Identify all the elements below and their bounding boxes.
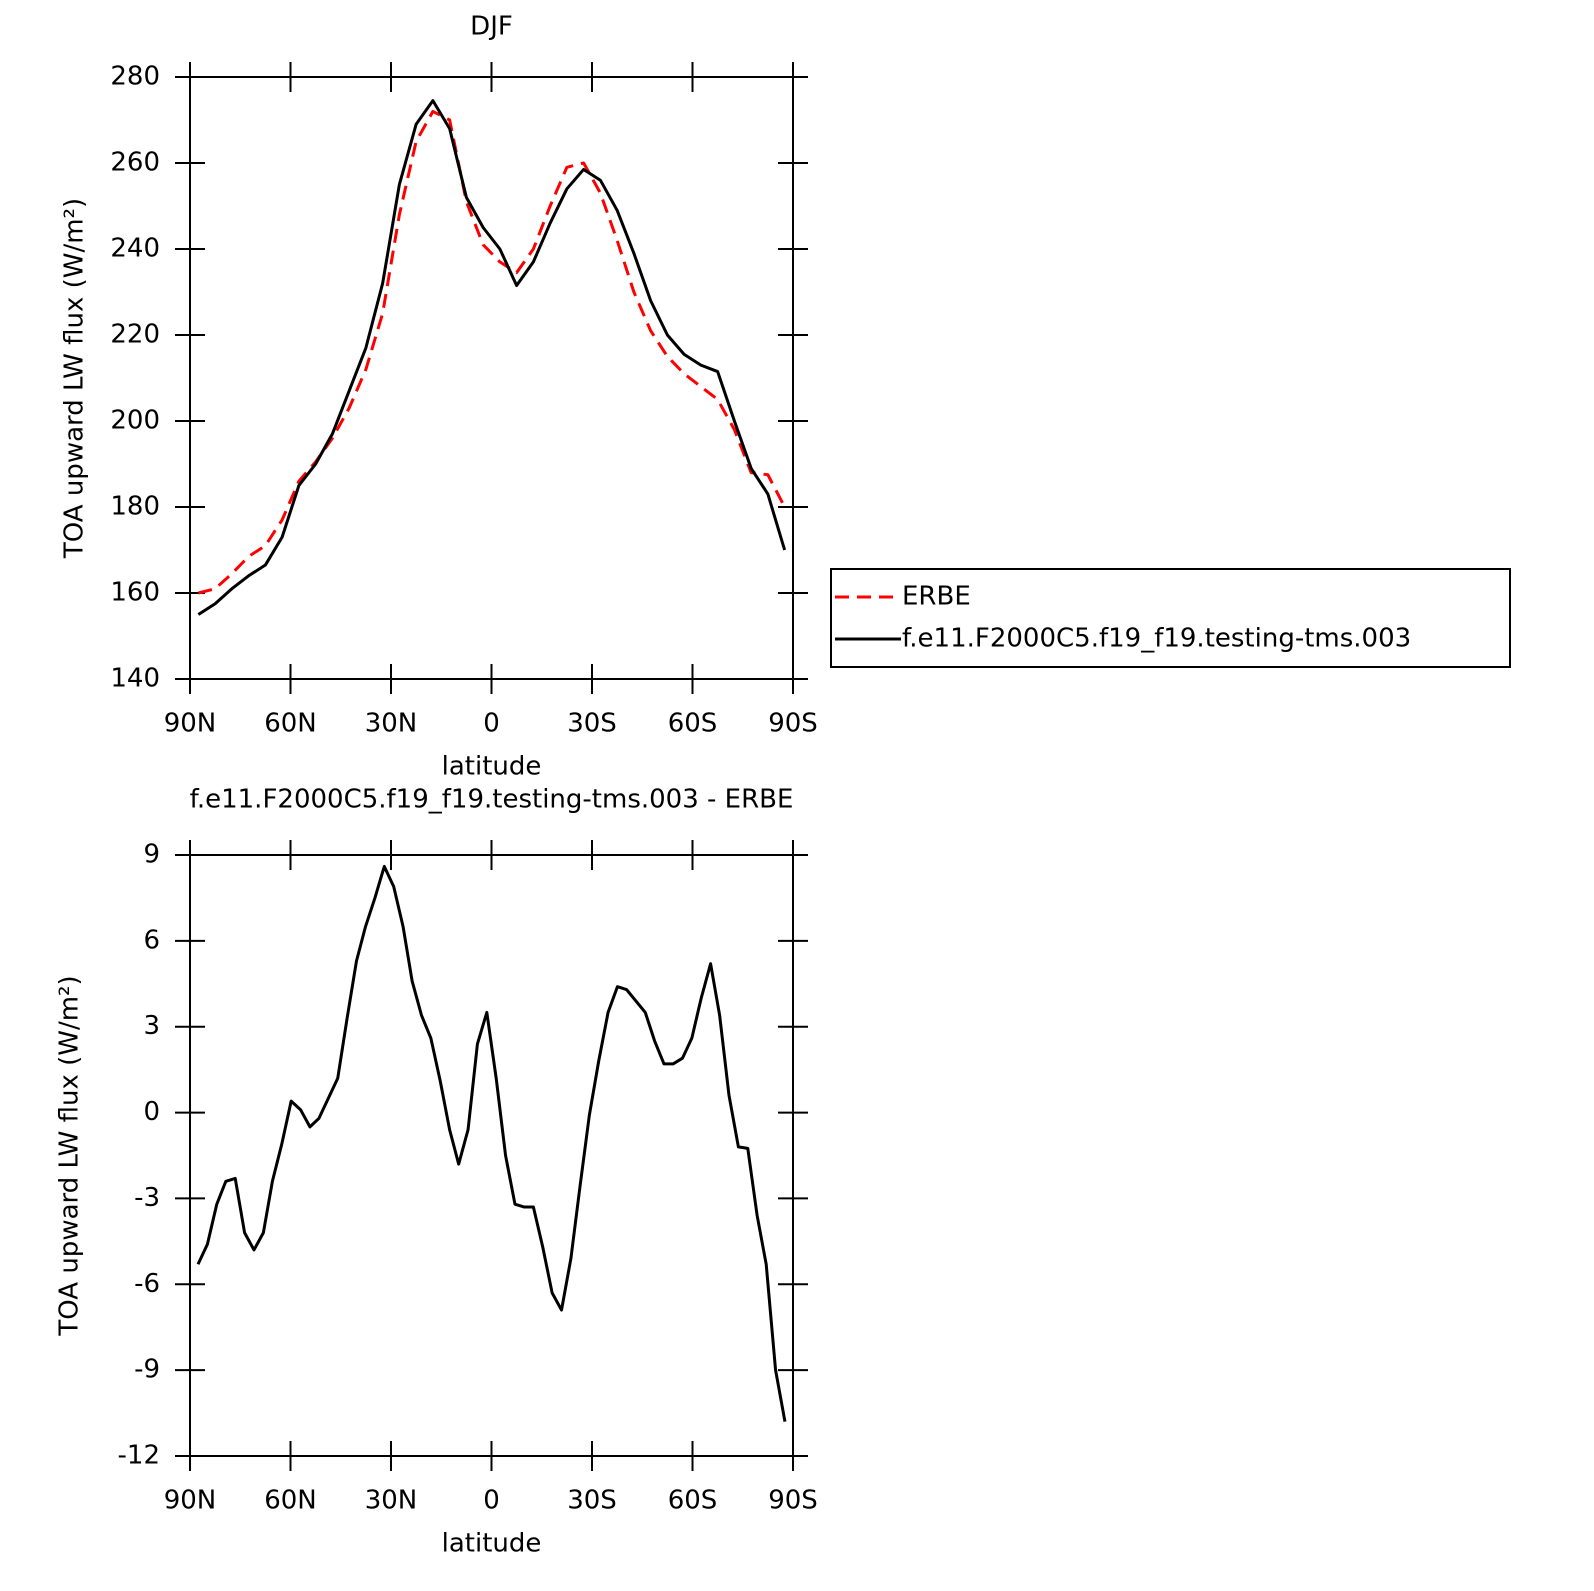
y-tick-label: 220 xyxy=(110,320,160,350)
legend-label: f.e11.F2000C5.f19_f19.testing-tms.003 xyxy=(902,624,1411,654)
plot-frame xyxy=(189,76,794,680)
x-tick-label: 60S xyxy=(668,1486,718,1516)
y-tick-label: 3 xyxy=(143,1011,160,1041)
y-tick-label: 160 xyxy=(110,578,160,608)
y-tick-label: 140 xyxy=(110,664,160,694)
plot-frame xyxy=(189,854,794,1457)
y-tick-label: -12 xyxy=(118,1441,160,1471)
y-tick-label: -6 xyxy=(134,1269,160,1299)
x-tick-label: 60N xyxy=(264,709,317,739)
x-tick-label: 90N xyxy=(164,1486,217,1516)
data-line xyxy=(196,864,787,1422)
y-tick-label: 0 xyxy=(143,1097,160,1127)
y-tick-label: 6 xyxy=(143,925,160,955)
y-tick-label: 180 xyxy=(110,492,160,522)
x-tick-label: 90S xyxy=(768,709,818,739)
y-tick-label: 200 xyxy=(110,406,160,436)
y-tick-label: -3 xyxy=(134,1183,160,1213)
y-tick-label: 9 xyxy=(143,840,160,870)
y-tick-label: 280 xyxy=(110,62,160,92)
x-tick-label: 30S xyxy=(567,709,617,739)
y-axis-label: TOA upward LW flux (W/m²) xyxy=(60,198,90,559)
chart-title: f.e11.F2000C5.f19_f19.testing-tms.003 - … xyxy=(190,785,794,815)
x-tick-label: 0 xyxy=(483,709,500,739)
y-tick-label: 260 xyxy=(110,148,160,178)
data-line xyxy=(198,109,786,595)
x-tick-label: 90S xyxy=(768,1486,818,1516)
x-tick-label: 30N xyxy=(365,709,418,739)
x-axis-label: latitude xyxy=(442,752,542,782)
data-line xyxy=(197,99,787,616)
legend-label: ERBE xyxy=(902,582,971,612)
x-tick-label: 60S xyxy=(668,709,718,739)
x-tick-label: 90N xyxy=(164,709,217,739)
legend-box xyxy=(830,568,1511,668)
y-axis-label: TOA upward LW flux (W/m²) xyxy=(55,975,85,1336)
x-axis-label: latitude xyxy=(442,1529,542,1559)
y-tick-label: -9 xyxy=(134,1355,160,1385)
x-tick-label: 0 xyxy=(483,1486,500,1516)
chart-title: DJF xyxy=(470,12,513,42)
x-tick-label: 30N xyxy=(365,1486,418,1516)
x-tick-label: 30S xyxy=(567,1486,617,1516)
x-tick-label: 60N xyxy=(264,1486,317,1516)
y-tick-label: 240 xyxy=(110,234,160,264)
